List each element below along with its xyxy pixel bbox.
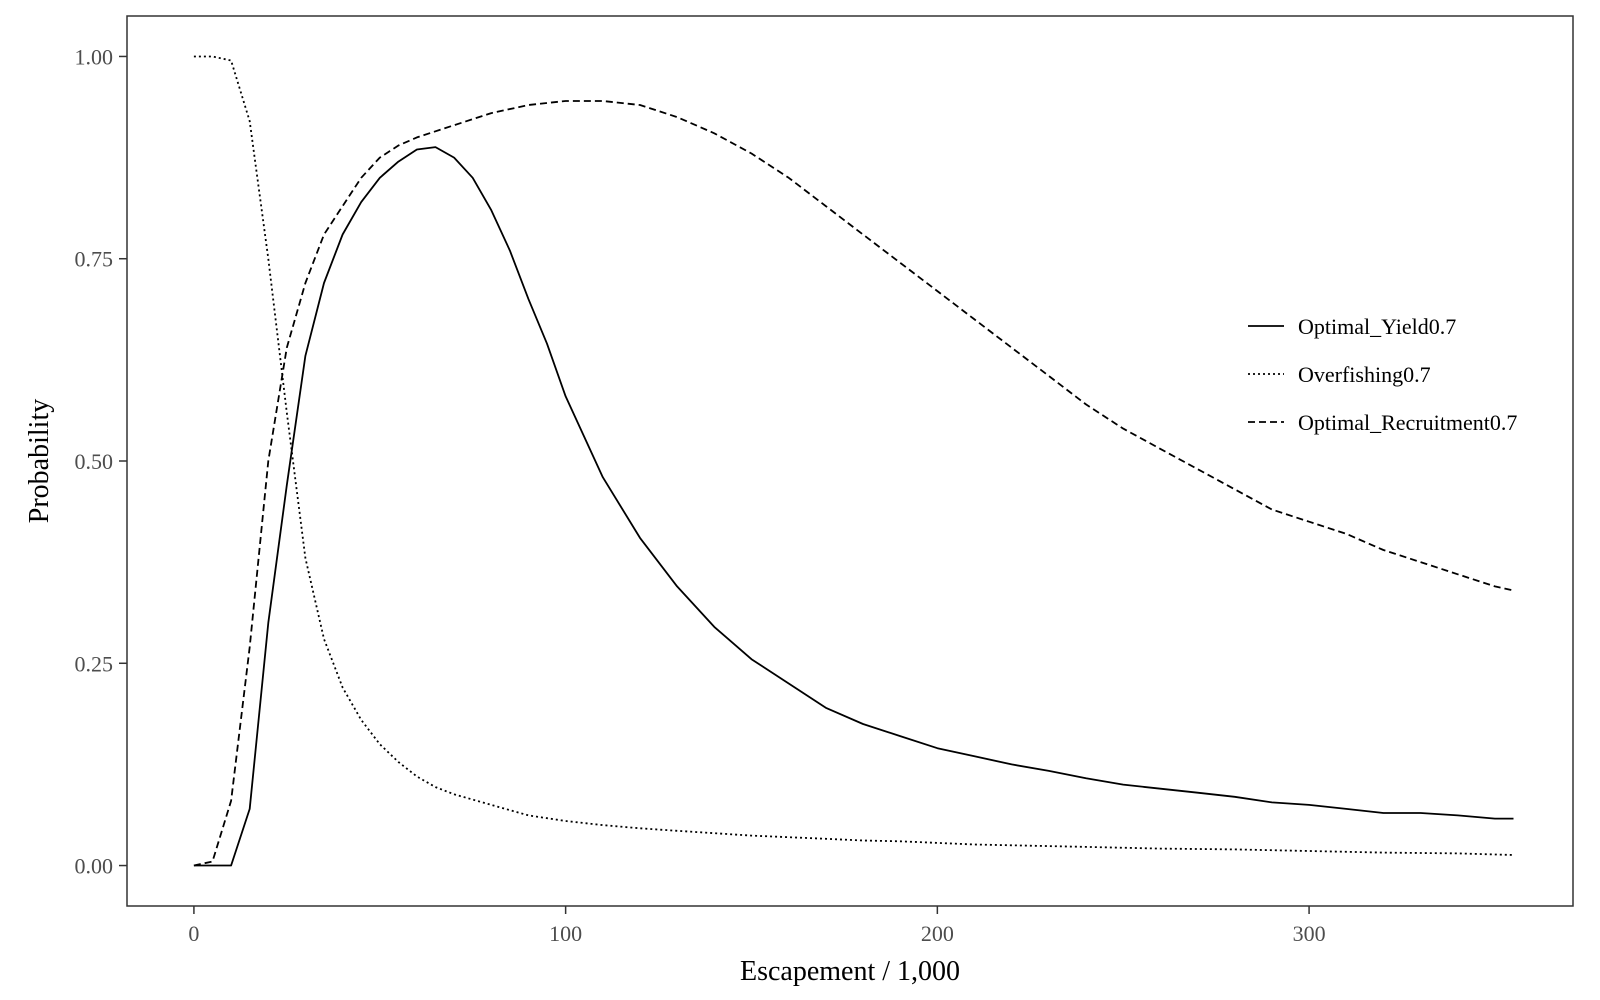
axis-ticks: 0 100 200 300 0.00 0.25 0.50 0.75 1.00 bbox=[75, 44, 1326, 946]
series-line-2 bbox=[193, 100, 1514, 867]
plot-area bbox=[126, 15, 1574, 907]
x-axis-title: Escapement / 1,000 bbox=[740, 956, 960, 987]
panel-border bbox=[126, 15, 1574, 907]
y-tick-label: 0.00 bbox=[75, 854, 114, 879]
y-tick-label: 0.75 bbox=[75, 247, 114, 272]
legend-label-2: Optimal_Recruitment0.7 bbox=[1298, 410, 1517, 435]
x-tick-label: 300 bbox=[1293, 921, 1326, 946]
y-tick-label: 1.00 bbox=[75, 44, 114, 69]
x-tick-label: 100 bbox=[549, 921, 582, 946]
series-line-1 bbox=[193, 55, 1514, 856]
x-tick-label: 0 bbox=[188, 921, 199, 946]
legend-label-0: Optimal_Yield0.7 bbox=[1298, 314, 1456, 339]
y-axis-title: Probability bbox=[24, 399, 55, 523]
x-tick-label: 200 bbox=[921, 921, 954, 946]
legend-label-1: Overfishing0.7 bbox=[1298, 362, 1431, 387]
legend: Optimal_Yield0.7 Overfishing0.7 Optimal_Re… bbox=[1248, 314, 1517, 435]
y-tick-label: 0.25 bbox=[75, 651, 114, 676]
series-line-0 bbox=[193, 146, 1514, 867]
y-tick-label: 0.50 bbox=[75, 449, 114, 474]
